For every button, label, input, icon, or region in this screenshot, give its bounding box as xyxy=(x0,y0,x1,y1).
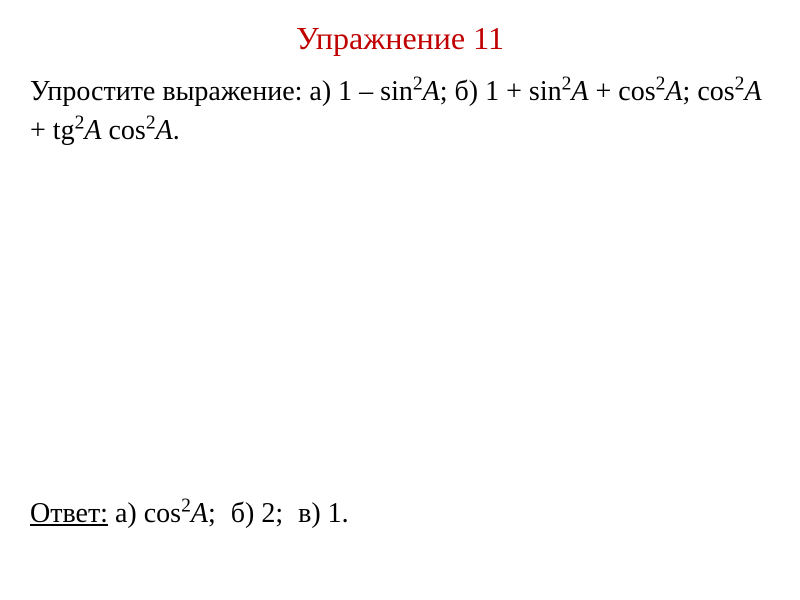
semicolon: ; xyxy=(208,498,216,529)
semicolon: ; xyxy=(683,76,691,107)
answer-part-a: а) cos2A; xyxy=(115,498,223,529)
answer-part-b: б) 2; xyxy=(231,498,290,529)
answer-label: Ответ: xyxy=(30,498,108,529)
sup-2: 2 xyxy=(75,113,85,134)
part-b-var-1: A xyxy=(571,76,588,107)
answer-b-label: б) xyxy=(231,498,255,529)
part-c-expr-2: + tg xyxy=(30,115,75,146)
answer-a-var: A xyxy=(191,498,208,529)
problem-statement: Упростите выражение: а) 1 – sin2A; б) 1 … xyxy=(0,72,800,150)
answer-b-value: 2 xyxy=(261,498,275,529)
part-c-var-3: A xyxy=(156,115,173,146)
sup-2: 2 xyxy=(413,74,423,95)
part-c-var-2: A xyxy=(84,115,101,146)
part-b-label: б) xyxy=(455,76,479,107)
answer-a-expr: cos xyxy=(144,498,181,529)
answer-section: Ответ: а) cos2A; б) 2; в) 1. xyxy=(30,498,357,530)
answer-part-c: в) 1. xyxy=(298,498,349,529)
part-b-var-2: A xyxy=(665,76,682,107)
sup-2: 2 xyxy=(181,496,191,517)
part-c-var-1: A xyxy=(744,76,761,107)
part-a-expr: 1 – sin xyxy=(338,76,413,107)
part-c-expr-1: cos xyxy=(697,76,734,107)
answer-c-label: в) xyxy=(298,498,321,529)
semicolon: ; xyxy=(275,498,283,529)
part-a-var: A xyxy=(423,76,440,107)
sup-2: 2 xyxy=(656,74,666,95)
part-b-expr-1: 1 + sin xyxy=(485,76,561,107)
answer-a-label: а) xyxy=(115,498,137,529)
part-b-expr-2: + cos xyxy=(589,76,656,107)
semicolon: ; xyxy=(440,76,448,107)
period: . xyxy=(342,498,349,529)
sup-2: 2 xyxy=(735,74,745,95)
sup-2: 2 xyxy=(562,74,572,95)
part-c-expr-3: cos xyxy=(101,115,145,146)
part-a-label: а) xyxy=(309,76,331,107)
problem-label: Упростите выражение: xyxy=(30,76,302,107)
answer-c-value: 1 xyxy=(328,498,342,529)
sup-2: 2 xyxy=(146,113,156,134)
exercise-title: Упражнение 11 xyxy=(0,0,800,67)
period: . xyxy=(173,115,180,146)
